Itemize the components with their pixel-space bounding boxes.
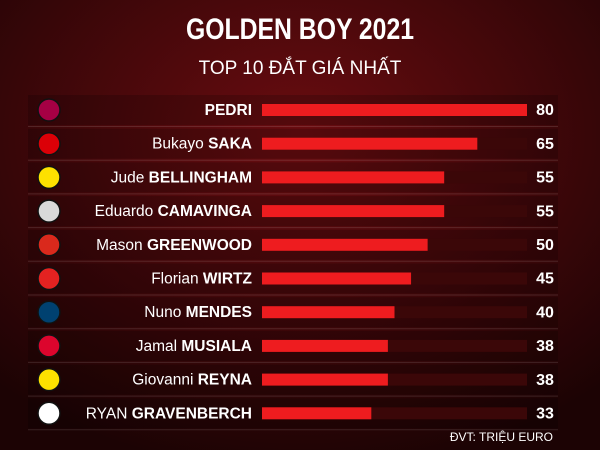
first-name: Eduardo — [95, 203, 154, 220]
player-name: Mason GREENWOOD — [96, 237, 252, 254]
value-label: 45 — [536, 271, 554, 288]
club-crest — [37, 266, 61, 291]
chart-subtitle: TOP 10 ĐẮT GIÁ NHẤT — [199, 57, 402, 79]
bar — [262, 373, 388, 386]
first-name: Bukayo — [152, 136, 204, 153]
club-crest — [37, 300, 61, 324]
bar — [262, 306, 395, 319]
value-label: 38 — [536, 338, 554, 355]
value-label: 38 — [536, 372, 554, 389]
club-crest — [37, 165, 61, 190]
bar — [262, 238, 428, 251]
club-crest — [37, 98, 61, 122]
last-name: CAMAVINGA — [158, 203, 252, 220]
value-label: 55 — [536, 170, 554, 187]
club-crest — [37, 233, 61, 257]
bar — [262, 339, 388, 352]
player-name: Eduardo CAMAVINGA — [95, 203, 252, 220]
club-crest — [37, 401, 61, 426]
last-name: BELLINGHAM — [149, 169, 252, 186]
value-label: 50 — [536, 237, 554, 254]
value-label: 33 — [536, 406, 554, 423]
chart-title: GOLDEN BOY 2021 — [186, 13, 414, 46]
unit-note: ĐVT: TRIỆU EURO — [450, 429, 553, 444]
first-name: Nuno — [144, 304, 181, 321]
value-label: 65 — [536, 136, 554, 153]
value-label: 80 — [536, 102, 554, 119]
player-name: Jamal MUSIALA — [136, 338, 252, 355]
bar — [262, 205, 445, 218]
player-name: Florian WIRTZ — [151, 271, 252, 288]
bar — [262, 137, 478, 150]
club-crest — [37, 367, 61, 392]
player-name: Jude BELLINGHAM — [111, 169, 252, 186]
value-label: 40 — [536, 304, 554, 321]
first-name: Giovanni — [132, 372, 193, 389]
player-name: Nuno MENDES — [144, 304, 252, 321]
first-name: Mason — [96, 237, 143, 254]
player-name: Giovanni REYNA — [132, 372, 252, 389]
first-name: RYAN — [86, 405, 128, 422]
player-name: RYAN GRAVENBERCH — [86, 405, 252, 422]
first-name: Jude — [111, 169, 145, 186]
first-name: Florian — [151, 271, 198, 288]
player-name: PEDRI — [205, 102, 252, 119]
club-crest — [37, 199, 61, 223]
bar — [262, 272, 412, 285]
last-name: GRAVENBERCH — [132, 405, 252, 422]
last-name: SAKA — [208, 136, 252, 153]
value-label: 55 — [536, 203, 554, 220]
last-name: GREENWOOD — [147, 237, 252, 254]
bar — [262, 407, 372, 420]
player-name: Bukayo SAKA — [152, 136, 252, 153]
bar — [262, 171, 445, 184]
first-name: Jamal — [136, 338, 177, 355]
last-name: MUSIALA — [181, 338, 252, 355]
last-name: PEDRI — [205, 102, 252, 119]
club-crest — [37, 334, 61, 358]
last-name: MENDES — [186, 304, 252, 321]
bar — [262, 104, 527, 116]
last-name: REYNA — [198, 372, 252, 389]
last-name: WIRTZ — [203, 271, 253, 288]
club-crest — [37, 131, 61, 156]
